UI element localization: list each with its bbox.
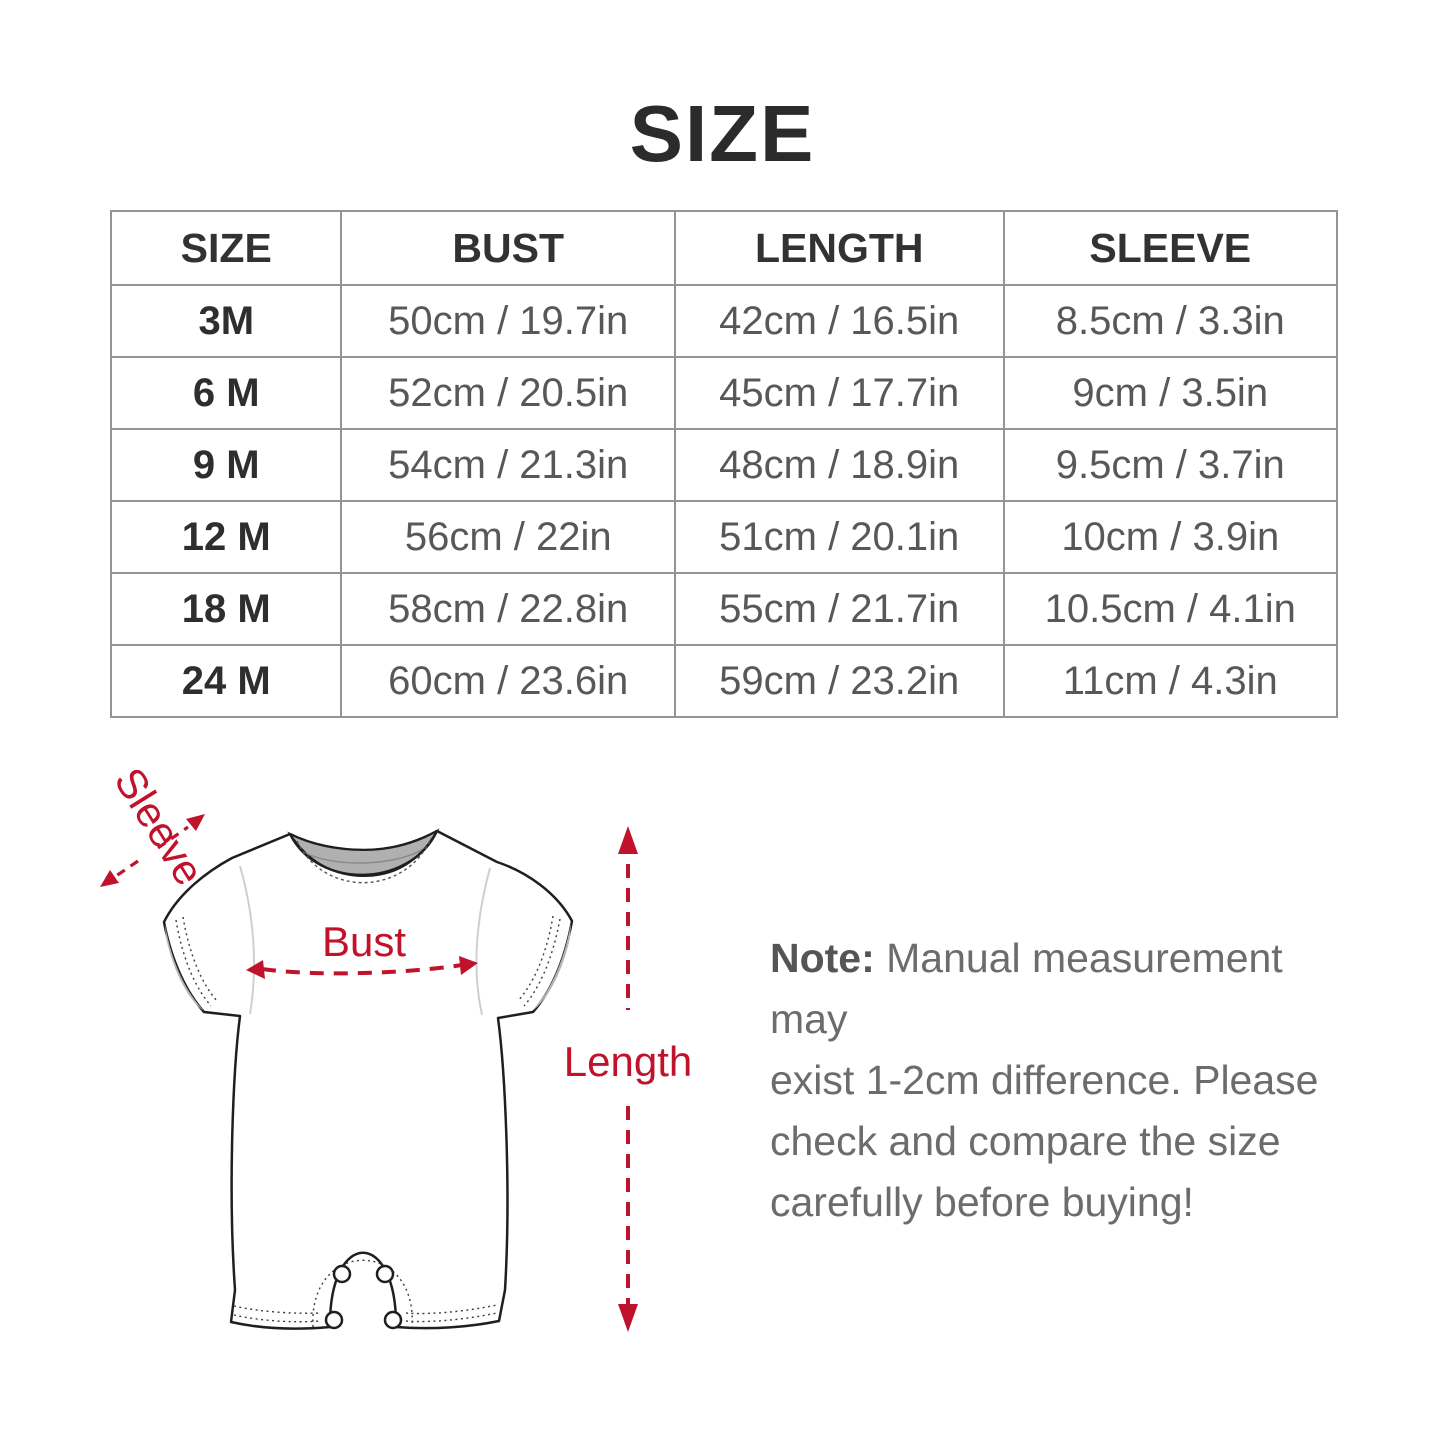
hem-stitch (233, 1305, 321, 1314)
snap-button (383, 1310, 403, 1330)
left-cuff-stitch (175, 919, 212, 1007)
right-cuff-stitch (517, 915, 554, 1002)
table-row: 6 M 52cm / 20.5in 45cm / 17.7in 9cm / 3.… (109, 356, 1339, 430)
collar-stitch (296, 837, 432, 884)
cell-length: 42cm / 16.5in (673, 284, 1005, 358)
note-line: Note: Manual measurement may (770, 928, 1370, 1050)
table-header-row: SIZE BUST LENGTH SLEEVE (109, 210, 1339, 286)
table-row: 3M 50cm / 19.7in 42cm / 16.5in 8.5cm / 3… (109, 284, 1339, 358)
cell-bust: 52cm / 20.5in (340, 356, 676, 430)
hem-stitch (405, 1304, 498, 1315)
cell-size: 9 M (109, 428, 343, 502)
hem-stitch (405, 1312, 498, 1323)
cell-sleeve: 9.5cm / 3.7in (1002, 428, 1339, 502)
header-bust: BUST (340, 210, 676, 286)
left-cuff-stitch (182, 916, 218, 1002)
cell-size: 3M (109, 284, 343, 358)
length-arrowhead-icon (618, 1304, 638, 1332)
armhole-seam (475, 867, 491, 1016)
page-title: SIZE (629, 89, 816, 178)
cell-bust: 60cm / 23.6in (340, 644, 676, 718)
sleeve-arrow (115, 859, 139, 878)
armhole-seam (239, 865, 256, 1015)
cell-length: 45cm / 17.7in (673, 356, 1005, 430)
table-row: 18 M 58cm / 22.8in 55cm / 21.7in 10.5cm … (109, 572, 1339, 646)
sleeve-arrowhead-icon (100, 870, 119, 887)
table-row: 9 M 54cm / 21.3in 48cm / 18.9in 9.5cm / … (109, 428, 1339, 502)
cell-size: 12 M (109, 500, 343, 574)
romper-outline (162, 829, 574, 1330)
measurement-note: Note: Manual measurement may exist 1-2cm… (770, 928, 1370, 1233)
cell-bust: 50cm / 19.7in (340, 284, 676, 358)
sleeve-label: Sleeve (105, 770, 213, 893)
cell-bust: 58cm / 22.8in (340, 572, 676, 646)
note-line: exist 1-2cm difference. Please (770, 1057, 1319, 1103)
note-line: check and compare the size (770, 1118, 1281, 1164)
header-size: SIZE (109, 210, 343, 286)
romper-measurement-diagram: Sleeve Bust Length (100, 770, 692, 1332)
bust-arrowhead-icon (246, 960, 265, 979)
cell-length: 59cm / 23.2in (673, 644, 1005, 718)
cell-size: 6 M (109, 356, 343, 430)
cell-sleeve: 8.5cm / 3.3in (1002, 284, 1339, 358)
note-bold: Note: (770, 935, 875, 981)
cell-length: 51cm / 20.1in (673, 500, 1005, 574)
cell-bust: 56cm / 22in (340, 500, 676, 574)
bust-arrow (261, 963, 463, 976)
cell-sleeve: 10.5cm / 4.1in (1002, 572, 1339, 646)
cell-bust: 54cm / 21.3in (340, 428, 676, 502)
length-arrowhead-icon (618, 826, 638, 854)
length-label: Length (564, 1038, 692, 1085)
sleeve-arrow (157, 825, 189, 850)
hem-stitch (233, 1314, 321, 1323)
collar-inner-line (299, 845, 429, 864)
cell-sleeve: 9cm / 3.5in (1002, 356, 1339, 430)
cell-sleeve: 11cm / 4.3in (1002, 644, 1339, 718)
crotch-placket-stitch (312, 1259, 413, 1328)
header-length: LENGTH (673, 210, 1005, 286)
cell-sleeve: 10cm / 3.9in (1002, 500, 1339, 574)
bust-label: Bust (322, 918, 406, 965)
snap-button (324, 1310, 344, 1330)
cell-length: 55cm / 21.7in (673, 572, 1005, 646)
cell-size: 18 M (109, 572, 343, 646)
snap-button (332, 1264, 352, 1284)
cell-size: 24 M (109, 644, 343, 718)
right-cuff-stitch (523, 918, 561, 1007)
table-row: 12 M 56cm / 22in 51cm / 20.1in 10cm / 3.… (109, 500, 1339, 574)
size-table: SIZE BUST LENGTH SLEEVE 3M 50cm / 19.7in… (109, 210, 1339, 718)
table-row: 24 M 60cm / 23.6in 59cm / 23.2in 11cm / … (109, 644, 1339, 718)
note-text: Manual measurement may (770, 935, 1283, 1042)
note-line: carefully before buying! (770, 1179, 1194, 1225)
cell-length: 48cm / 18.9in (673, 428, 1005, 502)
bust-arrowhead-icon (459, 956, 478, 975)
snap-button (375, 1264, 395, 1284)
sleeve-arrowhead-icon (186, 814, 205, 831)
header-sleeve: SLEEVE (1002, 210, 1339, 286)
